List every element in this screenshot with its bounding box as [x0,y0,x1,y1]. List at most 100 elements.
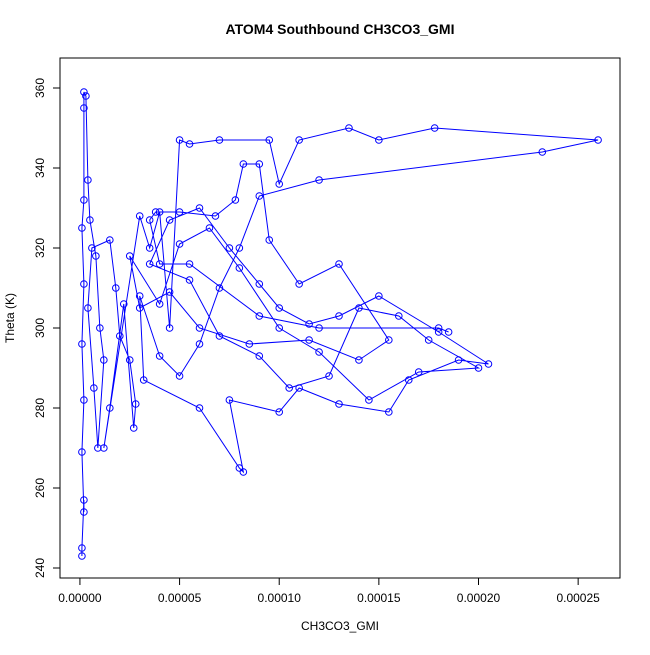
data-point [434,328,443,336]
data-point [82,92,90,100]
data-point [78,552,86,560]
data-point [235,264,244,272]
data-point [78,340,86,348]
data-point [145,216,154,224]
x-tick-label: 0.00015 [357,591,401,605]
data-point [84,176,92,184]
data-point [265,136,274,144]
data-point [385,408,393,416]
data-point [125,356,134,364]
y-axis-label: Theta (K) [3,293,17,343]
data-point [394,312,403,320]
data-point [115,332,124,340]
y-tick-label: 240 [33,558,47,578]
x-tick-label: 0.00000 [58,591,102,605]
data-point [335,400,343,408]
data-point [185,276,194,284]
data-point [175,208,184,216]
data-point [135,292,144,300]
data-point [239,468,248,476]
data-point [139,376,148,384]
data-point [78,224,86,232]
data-point [119,300,128,308]
x-tick-label: 0.00025 [556,591,600,605]
data-point [434,324,443,332]
data-point [594,136,602,144]
data-point [255,312,264,320]
data-point [239,160,248,168]
y-tick-label: 280 [33,398,47,418]
data-point [92,252,100,260]
data-point [185,140,194,148]
data-point [404,376,413,384]
data-point [484,360,493,368]
data-point [211,212,220,220]
data-point [80,104,88,112]
data-point [215,136,224,144]
x-tick-label: 0.00005 [158,591,202,605]
data-point [231,196,240,204]
data-point [165,324,174,332]
data-point [106,404,114,412]
data-point [255,280,264,288]
data-point [275,180,284,188]
data-point [295,136,303,144]
data-point [151,208,160,216]
data-point [125,252,134,260]
data-point [145,260,154,268]
data-point [165,288,174,296]
data-point [78,544,86,552]
data-point [385,336,393,344]
data-point [135,304,144,312]
data-point [195,340,204,348]
y-tick-label: 320 [33,238,47,258]
data-point [305,320,313,328]
data-point [295,384,303,392]
x-axis-label: CH3CO3_GMI [301,619,379,633]
data-point [345,124,353,132]
data-point [235,244,244,252]
data-point [365,396,373,404]
data-point [430,124,439,132]
data-point [315,176,323,184]
data-point [315,324,323,332]
data-point [195,324,204,332]
data-point [275,408,284,416]
data-point [129,424,138,432]
data-point [424,336,433,344]
data-point [375,292,383,300]
data-point [195,204,204,212]
data-point [90,384,98,392]
data-point [155,300,164,308]
data-point [285,384,293,392]
data-point [235,464,244,472]
data-point [225,244,234,252]
data-point [335,312,343,320]
data-point [175,240,184,248]
data-point [225,396,234,404]
data-point [88,244,96,252]
data-point [255,160,264,168]
data-point [96,324,104,332]
data-point [265,236,274,244]
data-point [131,400,140,408]
data-point [335,260,343,268]
data-point [375,136,383,144]
data-point [215,284,224,292]
y-tick-label: 360 [33,78,47,98]
data-point [414,368,423,376]
chart-title: ATOM4 Southbound CH3CO3_GMI [226,21,455,37]
data-point [474,364,483,372]
x-tick-label: 0.00020 [457,591,501,605]
data-point [325,372,333,380]
data-point [80,280,88,288]
data-point [315,348,323,356]
data-point [80,88,88,96]
data-point [215,332,224,340]
data-point [94,444,102,452]
data-point [135,212,144,220]
data-point [255,192,264,200]
data-point [80,508,88,516]
x-tick-label: 0.00010 [258,591,302,605]
